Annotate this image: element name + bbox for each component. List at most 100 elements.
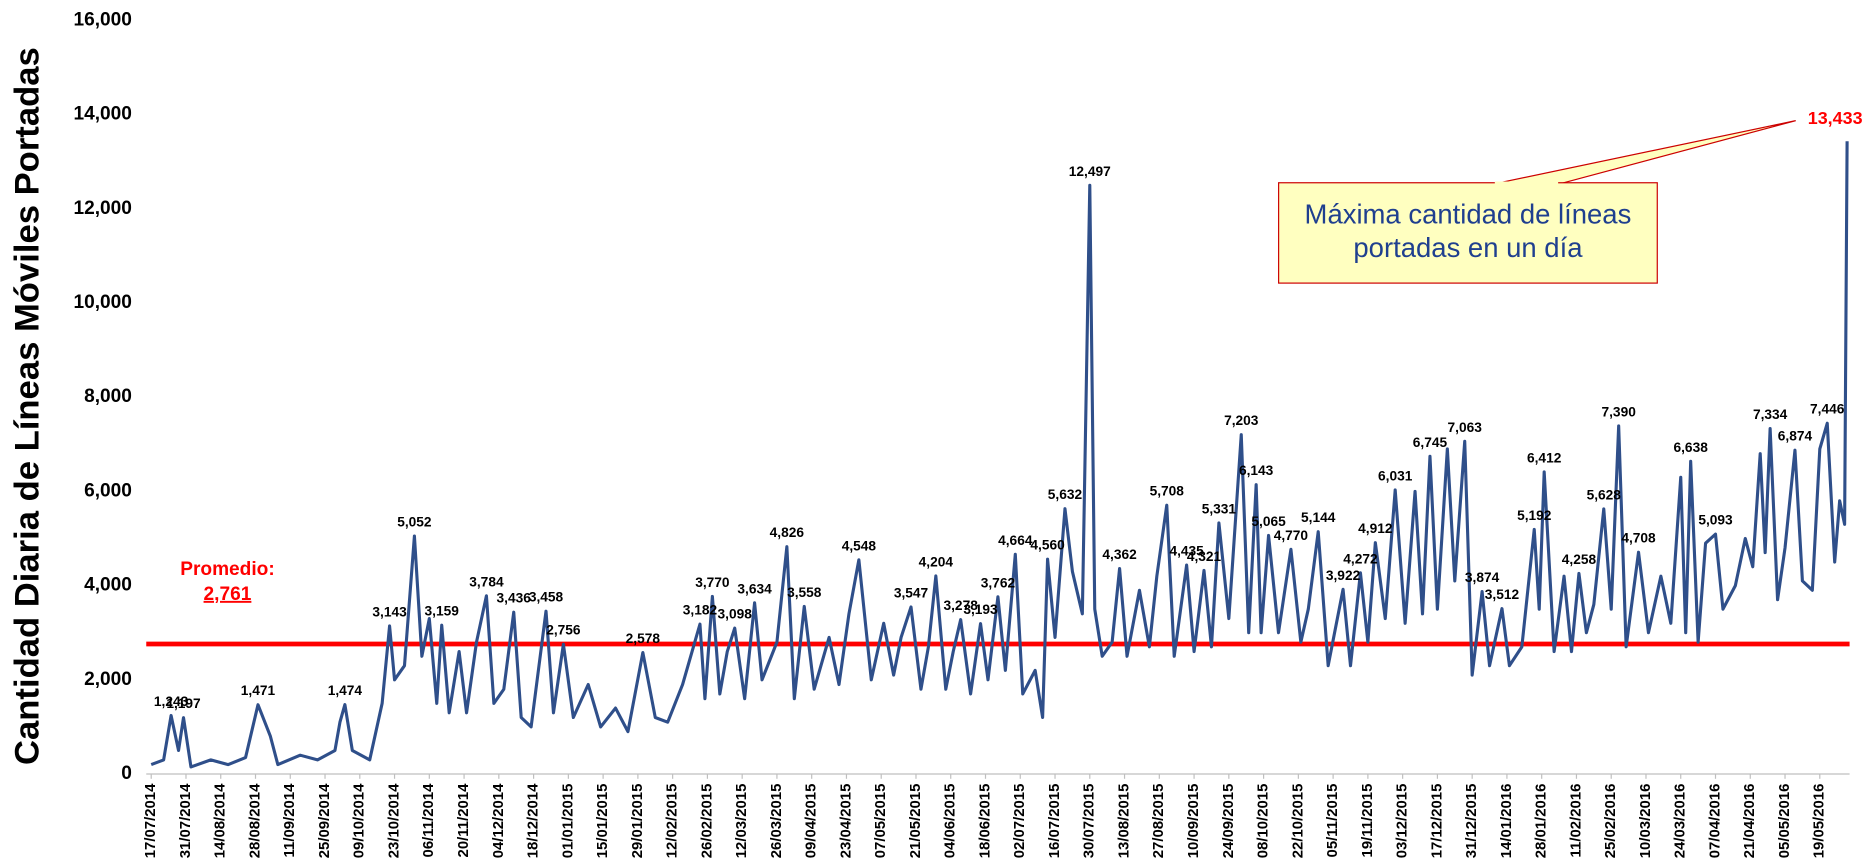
x-tick-label: 10/03/2016 bbox=[1637, 784, 1654, 859]
x-tick-label: 21/05/2015 bbox=[907, 784, 924, 859]
data-label: 1,243 bbox=[154, 694, 189, 709]
x-tick-label: 05/05/2016 bbox=[1776, 784, 1793, 859]
x-tick-label: 25/09/2014 bbox=[316, 783, 333, 858]
y-tick-label: 12,000 bbox=[73, 198, 131, 219]
x-tick-label: 28/01/2016 bbox=[1533, 784, 1550, 859]
average-name: Promedio: bbox=[180, 559, 275, 580]
data-label: 5,093 bbox=[1698, 513, 1733, 528]
data-label: 4,548 bbox=[842, 538, 877, 553]
data-line bbox=[150, 141, 1849, 769]
y-tick-label: 4,000 bbox=[84, 575, 132, 596]
x-tick-label: 09/04/2015 bbox=[803, 784, 820, 859]
data-label: 3,458 bbox=[529, 590, 564, 605]
x-tick-label: 14/08/2014 bbox=[212, 783, 229, 858]
data-label: 3,278 bbox=[944, 598, 979, 613]
data-label: 3,512 bbox=[1485, 587, 1520, 602]
x-tick-label: 15/01/2015 bbox=[594, 784, 611, 859]
x-tick-label: 11/09/2014 bbox=[281, 783, 298, 858]
x-tick-label: 26/03/2015 bbox=[768, 784, 785, 859]
x-tick-label: 17/12/2015 bbox=[1428, 784, 1445, 859]
data-label: 7,390 bbox=[1601, 404, 1636, 419]
callout-text: portadas en un día bbox=[1353, 232, 1583, 263]
data-label: 4,204 bbox=[919, 554, 954, 569]
x-tick-label: 29/01/2015 bbox=[629, 784, 646, 859]
data-label: 3,770 bbox=[695, 575, 730, 590]
data-label: 5,632 bbox=[1048, 487, 1083, 502]
data-label: 6,143 bbox=[1239, 463, 1274, 478]
data-label: 3,436 bbox=[497, 591, 532, 606]
x-tick-label: 06/11/2014 bbox=[420, 783, 437, 858]
average-label: 2,761 bbox=[204, 584, 252, 605]
x-tick-label: 30/07/2015 bbox=[1081, 784, 1098, 859]
data-label: 2,756 bbox=[546, 623, 581, 638]
data-label: 2,578 bbox=[626, 631, 661, 646]
y-tick-label: 0 bbox=[121, 763, 132, 784]
x-tick-label: 23/10/2014 bbox=[385, 783, 402, 858]
data-label: 4,664 bbox=[998, 533, 1033, 548]
x-tick-label: 03/12/2015 bbox=[1394, 784, 1411, 859]
y-tick-label: 6,000 bbox=[84, 480, 132, 501]
x-tick-label: 12/02/2015 bbox=[664, 784, 681, 859]
x-tick-label: 16/07/2015 bbox=[1046, 784, 1063, 859]
data-label: 6,412 bbox=[1527, 450, 1562, 465]
data-label: 3,143 bbox=[372, 604, 407, 619]
x-tick-label: 19/05/2016 bbox=[1811, 784, 1828, 859]
data-label: 7,063 bbox=[1448, 420, 1483, 435]
x-tick-label: 13/08/2015 bbox=[1115, 784, 1132, 859]
data-label: 7,203 bbox=[1224, 413, 1259, 428]
data-label: 3,922 bbox=[1326, 568, 1361, 583]
data-label: 4,321 bbox=[1187, 549, 1222, 564]
data-label: 5,331 bbox=[1202, 501, 1237, 516]
data-label: 4,258 bbox=[1562, 552, 1597, 567]
data-label: 4,708 bbox=[1621, 531, 1656, 546]
x-tick-label: 23/04/2015 bbox=[837, 784, 854, 859]
data-label: 4,560 bbox=[1030, 538, 1065, 553]
data-label: 3,193 bbox=[963, 602, 998, 617]
x-tick-label: 01/01/2015 bbox=[559, 784, 576, 859]
data-label: 4,435 bbox=[1169, 544, 1204, 559]
data-label: 1,474 bbox=[328, 683, 363, 698]
data-label: 5,708 bbox=[1150, 484, 1185, 499]
x-tick-label: 18/06/2015 bbox=[976, 784, 993, 859]
x-tick-label: 04/06/2015 bbox=[942, 784, 959, 859]
y-axis-title: Cantidad Diaria de Líneas Móviles Portad… bbox=[8, 47, 46, 765]
data-label: 12,497 bbox=[1069, 164, 1111, 179]
data-label: 3,634 bbox=[737, 581, 772, 596]
x-tick-label: 14/01/2016 bbox=[1498, 784, 1515, 859]
data-label: 4,912 bbox=[1358, 521, 1393, 536]
y-tick-label: 16,000 bbox=[73, 9, 131, 30]
x-tick-label: 12/03/2015 bbox=[733, 784, 750, 859]
data-label: 6,031 bbox=[1378, 468, 1413, 483]
data-label: 5,052 bbox=[397, 515, 432, 530]
x-tick-label: 21/04/2016 bbox=[1741, 784, 1758, 859]
data-label: 6,874 bbox=[1778, 429, 1813, 444]
x-tick-label: 10/09/2015 bbox=[1185, 784, 1202, 859]
data-label: 6,745 bbox=[1413, 435, 1448, 450]
data-label: 3,762 bbox=[981, 575, 1016, 590]
y-tick-label: 2,000 bbox=[84, 669, 132, 690]
x-tick-label: 18/12/2014 bbox=[525, 783, 542, 858]
x-tick-label: 04/12/2014 bbox=[490, 783, 507, 858]
data-label: 3,098 bbox=[718, 607, 753, 622]
data-label: 7,446 bbox=[1810, 402, 1845, 417]
callout-tail bbox=[1493, 120, 1796, 185]
data-label: 4,826 bbox=[770, 525, 805, 540]
y-tick-label: 10,000 bbox=[73, 292, 131, 313]
callout-box bbox=[1278, 182, 1658, 284]
x-tick-label: 07/04/2016 bbox=[1706, 784, 1723, 859]
data-label: 5,628 bbox=[1587, 487, 1622, 502]
y-tick-label: 14,000 bbox=[73, 104, 131, 125]
x-tick-label: 07/05/2015 bbox=[872, 784, 889, 859]
x-tick-label: 25/02/2016 bbox=[1602, 784, 1619, 859]
x-tick-label: 19/11/2015 bbox=[1359, 784, 1376, 858]
data-label: 6,638 bbox=[1674, 440, 1709, 455]
x-tick-label: 31/12/2015 bbox=[1463, 784, 1480, 859]
data-label: 3,874 bbox=[1465, 570, 1500, 585]
x-tick-label: 24/03/2016 bbox=[1672, 784, 1689, 859]
x-tick-label: 09/10/2014 bbox=[351, 783, 368, 858]
x-tick-label: 24/09/2015 bbox=[1220, 784, 1237, 859]
data-label: 3,159 bbox=[425, 604, 460, 619]
data-label: 1,471 bbox=[241, 683, 276, 698]
x-tick-label: 20/11/2014 bbox=[455, 783, 472, 858]
